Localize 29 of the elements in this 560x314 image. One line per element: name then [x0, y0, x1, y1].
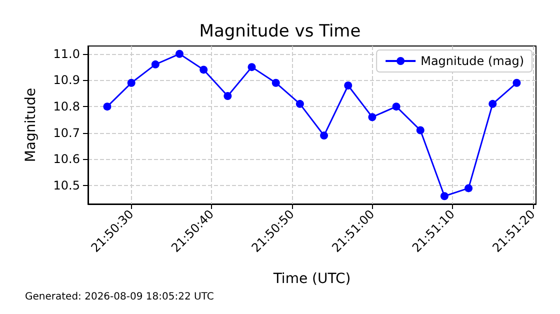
point: [512, 78, 521, 87]
y-tick-label: 11.0: [53, 46, 80, 61]
point: [224, 92, 232, 100]
point: [176, 50, 184, 58]
y-tick-label: 10.7: [53, 126, 80, 140]
point: [344, 82, 352, 90]
y-tick-label: 10.6: [53, 152, 80, 166]
point: [272, 78, 280, 87]
x-axis-title: Time (UTC): [272, 271, 351, 287]
chart-title: Magnitude vs Time: [199, 22, 361, 42]
point: [248, 63, 256, 72]
point: [200, 66, 208, 74]
y-axis-title: Magnitude: [23, 88, 39, 162]
text: Generated: 2026-08-09 18:05:22 UTC: [25, 292, 214, 302]
point: [151, 60, 160, 68]
point: [392, 102, 400, 111]
legend-label: Magnitude (mag): [420, 54, 524, 68]
point: [488, 100, 497, 108]
point: [368, 113, 376, 122]
point: [416, 126, 424, 134]
y-tick-label: 10.8: [53, 100, 80, 114]
point: [464, 184, 473, 192]
point: [440, 192, 448, 200]
y-tick-label: 10.5: [53, 178, 80, 193]
y-tick-label: 10.9: [53, 73, 80, 88]
point: [103, 102, 112, 111]
point: [320, 132, 328, 140]
point: [296, 100, 304, 108]
point: [127, 78, 136, 87]
